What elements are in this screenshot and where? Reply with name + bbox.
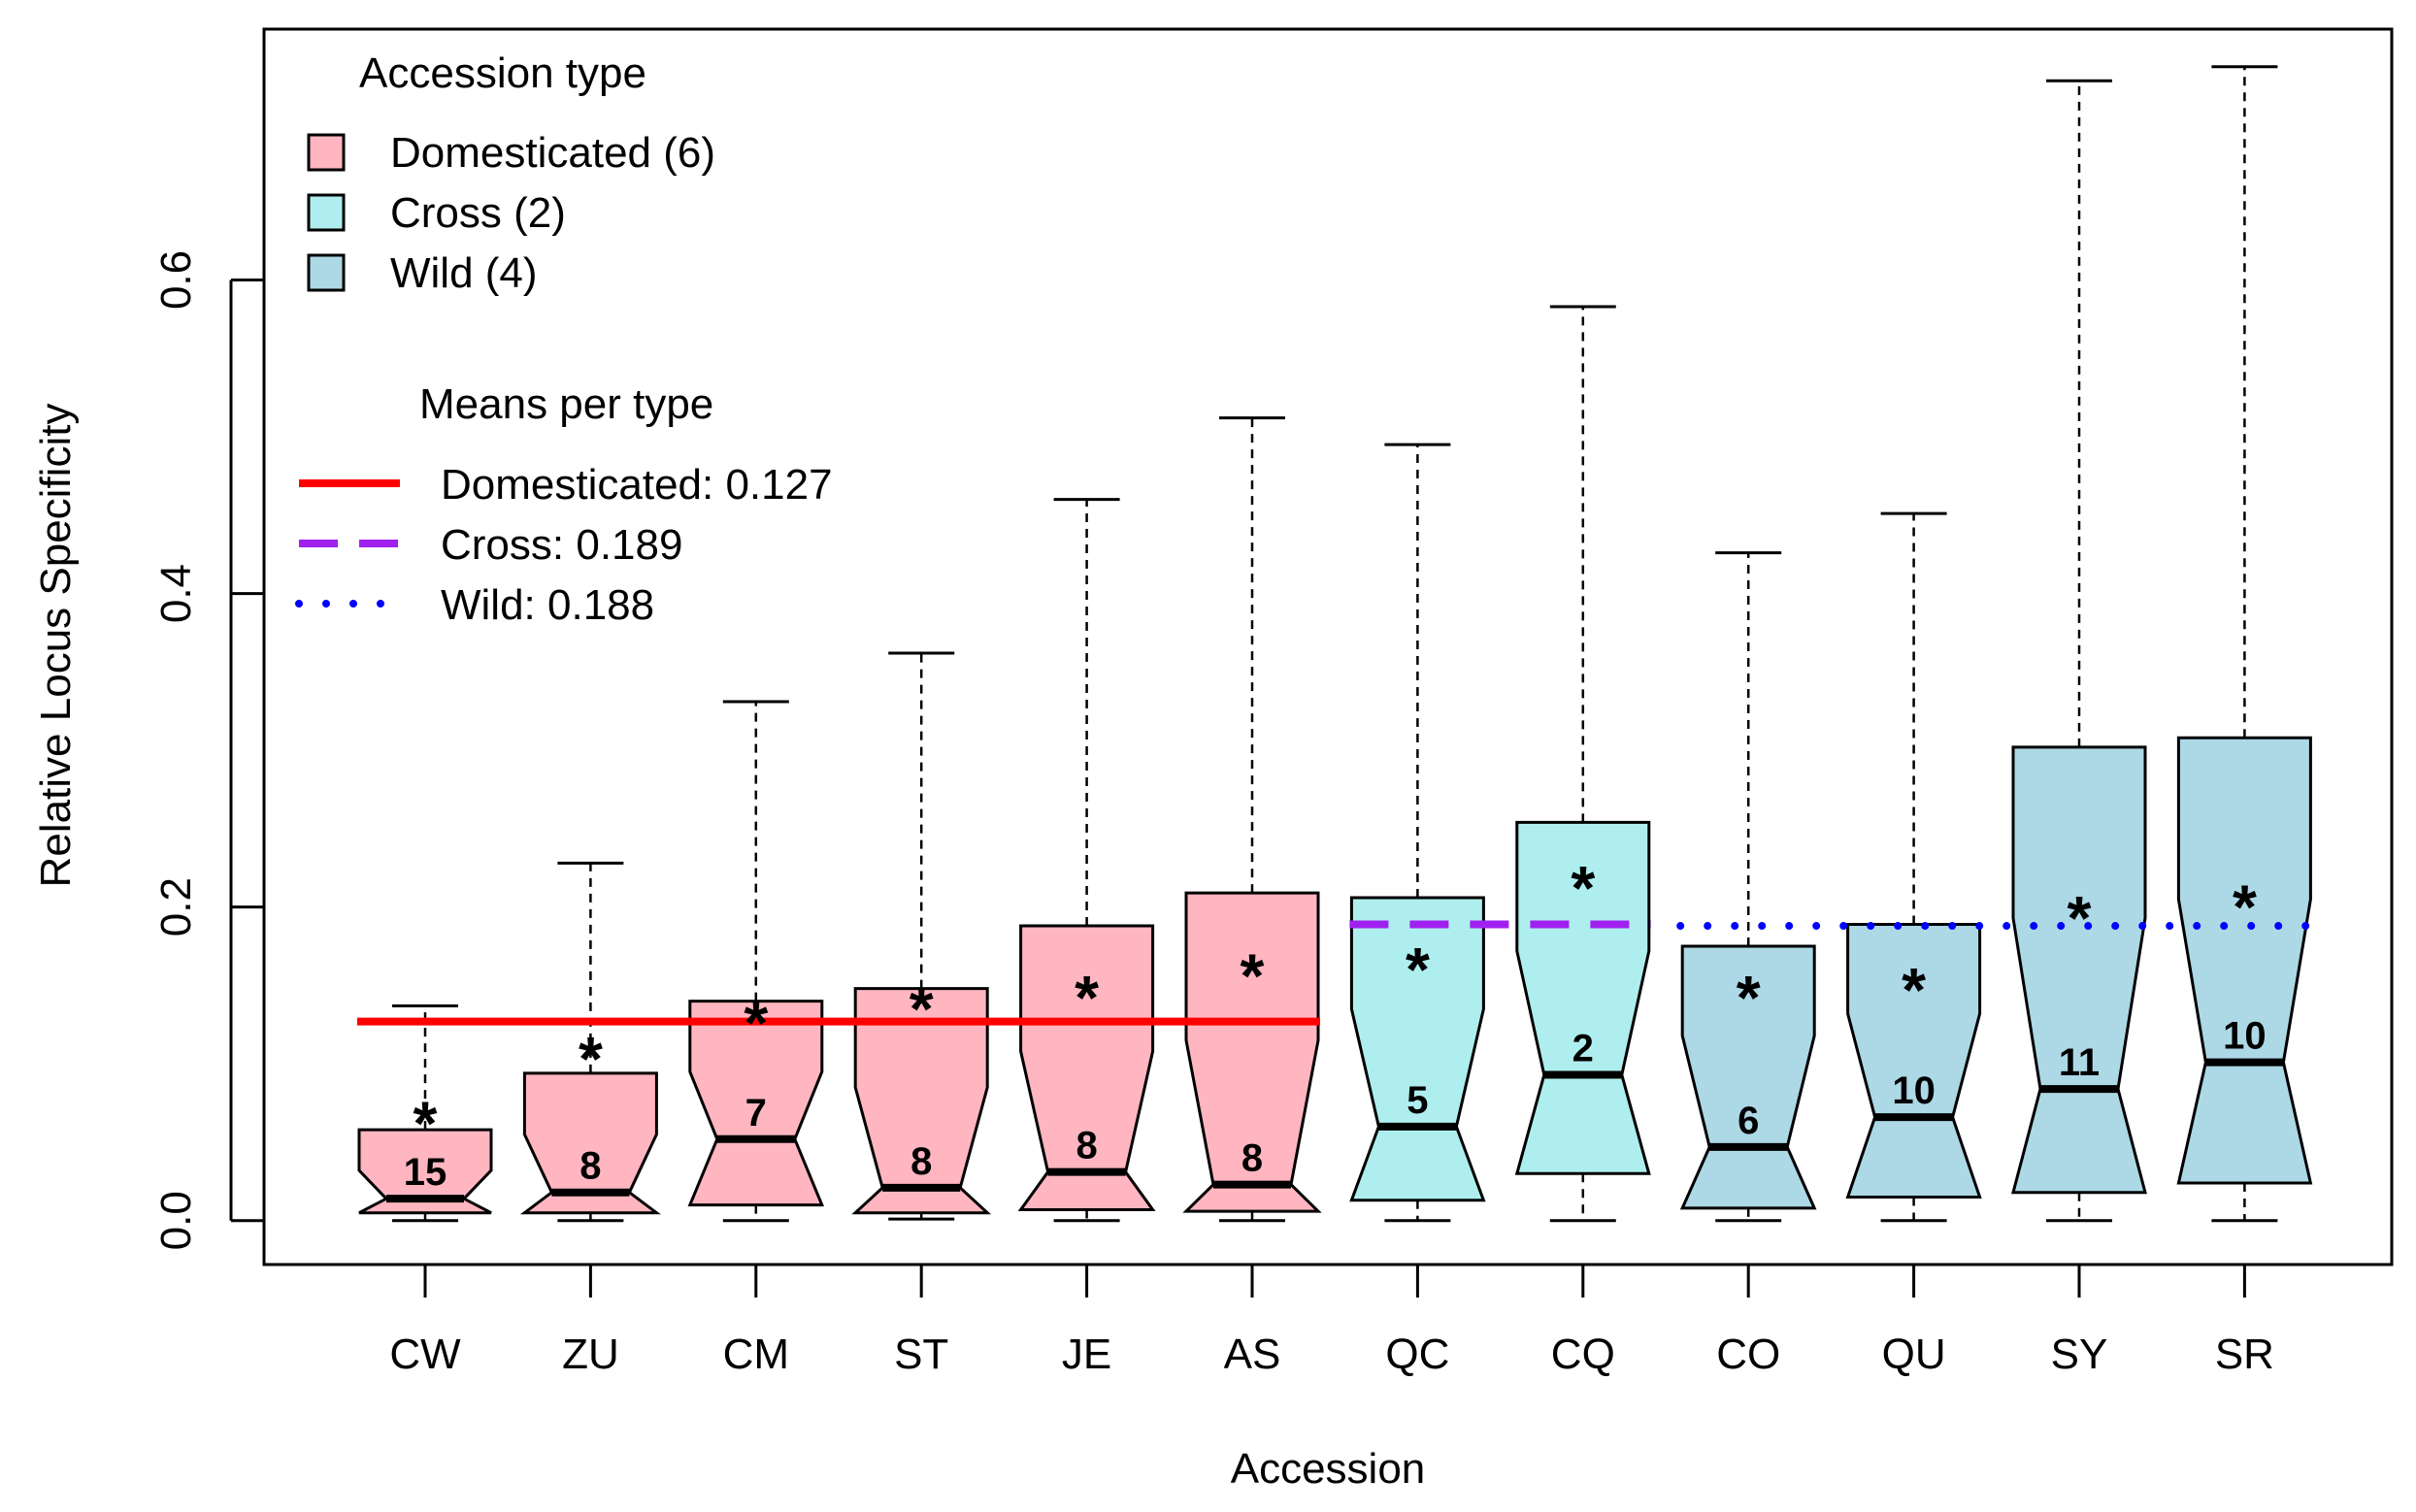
- count-label: 6: [1738, 1100, 1759, 1142]
- mean-marker: *: [579, 1024, 603, 1094]
- mean-lines: [357, 920, 2317, 1026]
- box-body: [1514, 820, 1651, 1175]
- x-axis-title: Accession: [1231, 1445, 1426, 1493]
- x-tick-label: CO: [1716, 1331, 1780, 1378]
- legend-swatch: [307, 133, 346, 172]
- x-tick-label: CM: [723, 1331, 789, 1378]
- y-tick-label: 0.6: [152, 250, 200, 310]
- box-je: [1017, 498, 1156, 1223]
- legend-means-title: Means per type: [419, 380, 713, 428]
- y-tick-label: 0.2: [152, 877, 200, 937]
- x-tick-label: CQ: [1551, 1331, 1615, 1378]
- x-tick-label: QU: [1882, 1331, 1946, 1378]
- x-tick-label: CW: [389, 1331, 461, 1378]
- mean-marker: *: [1902, 955, 1926, 1025]
- box-st: [851, 651, 992, 1221]
- count-label: 7: [745, 1092, 767, 1134]
- box-qc: [1349, 443, 1486, 1223]
- plot-frame: [262, 27, 2394, 1266]
- y-axis: 0.0 0.2 0.4 0.6: [152, 250, 264, 1250]
- box-sy: [2011, 79, 2147, 1223]
- x-tick-label: ST: [894, 1331, 948, 1378]
- mean-marker: *: [2068, 883, 2092, 953]
- y-tick-label: 0.0: [152, 1191, 200, 1250]
- mean-marker: *: [1737, 963, 1761, 1033]
- box-body: [1679, 944, 1817, 1210]
- box-zu: [519, 861, 661, 1223]
- box-qu: [1845, 511, 1982, 1223]
- legend-mean-label: Cross: 0.189: [441, 521, 682, 569]
- box-sr: [2176, 65, 2313, 1223]
- mean-marker: *: [1075, 963, 1099, 1033]
- box-body: [2176, 736, 2313, 1185]
- x-tick-label: SR: [2215, 1331, 2274, 1378]
- box-body: [519, 1071, 661, 1215]
- box-cw: [357, 1003, 493, 1223]
- count-label: 10: [1892, 1069, 1936, 1112]
- box-body: [1017, 924, 1156, 1211]
- mean-marker: *: [910, 974, 934, 1044]
- count-label: 11: [2059, 1041, 2100, 1084]
- mean-marker: *: [1241, 941, 1265, 1011]
- x-tick-label: ZU: [562, 1331, 619, 1378]
- mean-marker: *: [414, 1088, 438, 1158]
- y-tick-label: 0.4: [152, 564, 200, 623]
- count-label: 8: [1076, 1125, 1097, 1167]
- count-label: 2: [1572, 1028, 1594, 1070]
- x-axis: CW ZU CM ST JE AS QC CQ CO QU SY SR: [389, 1265, 2274, 1378]
- box-cq: [1514, 305, 1651, 1223]
- legend-type-label: Cross (2): [390, 189, 566, 237]
- box-body: [1182, 891, 1322, 1213]
- legend-mean-label: Domesticated: 0.127: [441, 461, 833, 509]
- legend-swatch: [307, 253, 346, 292]
- mean-marker: *: [2233, 872, 2257, 942]
- legend-type-label: Wild (4): [390, 249, 538, 297]
- mean-marker: *: [1571, 853, 1595, 923]
- count-label: 8: [1241, 1137, 1263, 1180]
- y-axis-title: Relative Locus Specificity: [32, 404, 80, 888]
- legend-accession-type: Accession type Domesticated (6) Cross (2)…: [307, 49, 715, 297]
- x-tick-label: AS: [1224, 1331, 1281, 1378]
- x-tick-label: SY: [2051, 1331, 2108, 1378]
- mean-marker: *: [1406, 935, 1430, 1004]
- box-as: [1182, 416, 1322, 1223]
- box-body: [2011, 745, 2147, 1195]
- boxes: [357, 65, 2313, 1223]
- legend-types-title: Accession type: [359, 49, 646, 97]
- box-body: [1845, 922, 1982, 1200]
- count-label: 8: [910, 1140, 932, 1183]
- box-co: [1679, 551, 1817, 1223]
- count-label: 15: [404, 1151, 447, 1194]
- legend-means-per-type: Means per type Domesticated: 0.127 Cross:…: [295, 380, 833, 629]
- x-tick-label: JE: [1062, 1331, 1111, 1378]
- legend-swatch: [307, 193, 346, 232]
- count-label: 10: [2223, 1015, 2267, 1058]
- annotations: 15*8*7*8*8*8*5*2*6*10*11*10*: [404, 853, 2267, 1194]
- x-tick-label: QC: [1385, 1331, 1449, 1378]
- mean-marker: *: [744, 988, 768, 1058]
- box-body: [357, 1128, 493, 1215]
- legend-type-label: Domesticated (6): [390, 129, 715, 177]
- count-label: 8: [579, 1145, 601, 1188]
- count-label: 5: [1407, 1079, 1428, 1122]
- legend-mean-label: Wild: 0.188: [441, 581, 654, 629]
- box-cm: [687, 700, 825, 1223]
